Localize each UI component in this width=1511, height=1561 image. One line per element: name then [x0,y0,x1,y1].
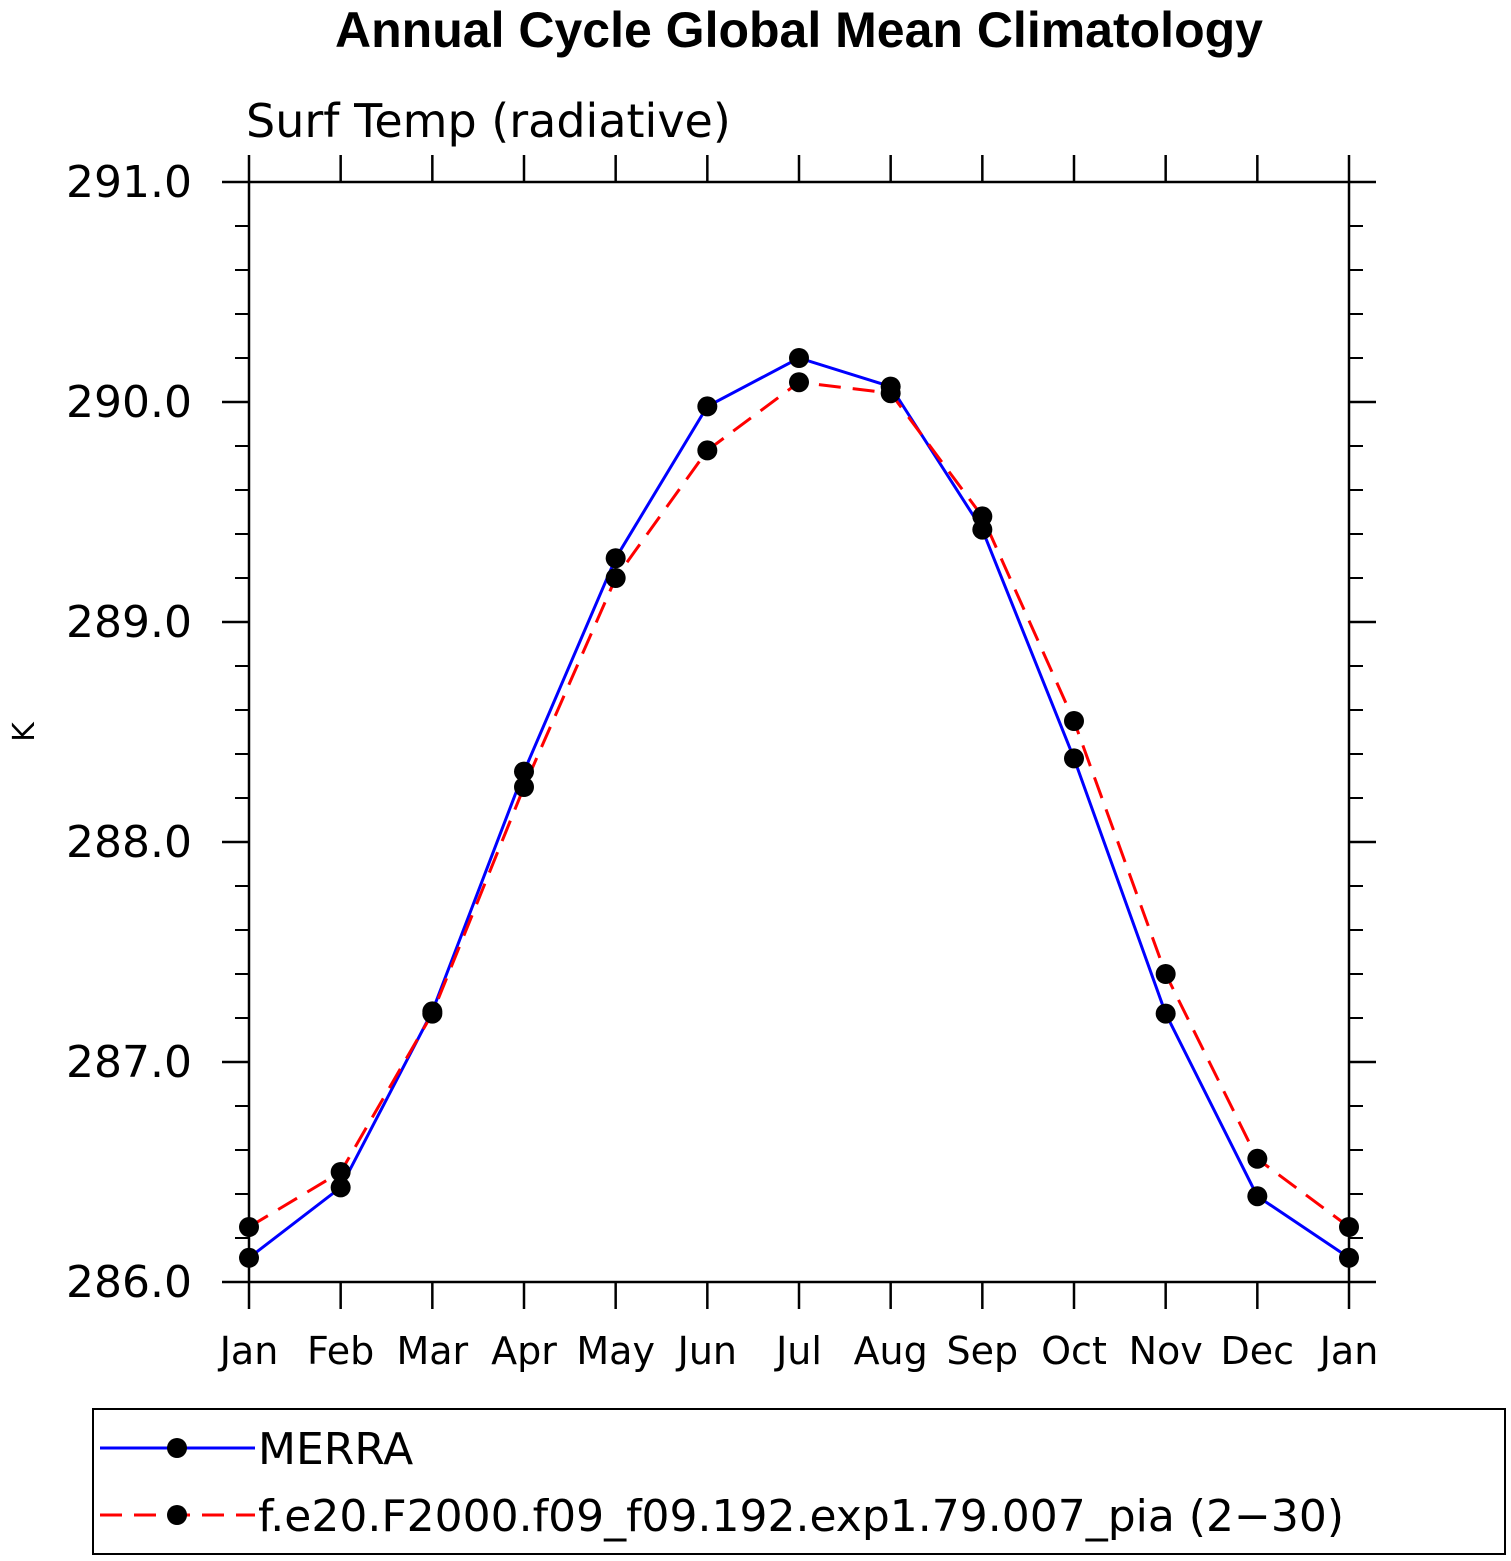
series-line-2 [248,380,1350,1229]
x-tick-labels: Jan Feb Mar Apr May Jun Jul Aug Sep Oct Nov Dec Jan [218,1329,1379,1373]
data-point-series-1 [1339,1247,1359,1268]
data-point-series-1 [605,548,626,569]
data-point-series-2 [422,1003,443,1024]
axis-ticks [222,155,1376,1309]
chart-subtitle: Surf Temp (radiative) [246,94,731,148]
data-point-series-2 [1339,1217,1359,1237]
y-tick-label: 291.0 [66,157,192,208]
data-point-series-2 [1155,964,1176,984]
y-tick-label: 288.0 [66,817,192,868]
x-tick-label: Mar [396,1329,468,1373]
y-tick-labels: 291.0 290.0 289.0 288.0 287.0 286.0 [66,157,192,1308]
data-point-series-1 [697,396,718,417]
data-point-series-1 [1155,1003,1176,1024]
data-point-series-2 [880,383,901,404]
x-tick-label: Apr [491,1329,557,1373]
legend-label-1: MERRA [258,1424,413,1475]
data-point-series-1 [239,1247,259,1268]
x-tick-label: Dec [1221,1329,1295,1373]
data-point-series-2 [605,568,626,588]
legend: MERRA f.e20.F2000.f09_f09.192.exp1.79.007… [92,1408,1506,1555]
data-point-series-1 [789,348,809,368]
x-tick-label: Sep [947,1329,1019,1373]
data-point-series-2 [789,372,809,393]
y-tick-label: 290.0 [66,377,192,428]
series-lines [248,356,1350,1260]
data-point-series-2 [972,506,993,527]
data-point-series-1 [1064,748,1084,769]
data-point-series-2 [697,440,718,461]
data-point-series-1 [514,761,534,782]
x-tick-label: May [576,1329,655,1373]
legend-box [92,1408,1506,1555]
y-tick-label: 289.0 [66,597,192,648]
y-tick-label: 287.0 [66,1037,192,1088]
x-tick-label: Jun [676,1329,737,1373]
x-tick-label: Feb [307,1329,374,1373]
data-point-series-2 [514,777,534,797]
legend-marker-1 [167,1438,187,1458]
data-point-series-2 [239,1217,259,1237]
data-point-series-2 [1064,711,1084,731]
legend-marker-2 [167,1505,187,1525]
data-point-series-1 [1247,1186,1268,1207]
y-axis-label: K [7,721,42,742]
plot-frame [247,180,1351,1284]
plot-area [247,180,1351,1284]
x-tick-label: Jan [218,1329,279,1373]
data-point-series-1 [330,1177,351,1198]
x-tick-label: Jan [1318,1329,1379,1373]
chart-title: Annual Cycle Global Mean Climatology [335,2,1263,58]
x-tick-label: Aug [854,1329,928,1373]
x-tick-label: Nov [1129,1329,1203,1373]
x-tick-label: Oct [1041,1329,1107,1373]
data-point-series-2 [330,1162,351,1182]
y-tick-label: 286.0 [66,1257,192,1308]
data-point-series-2 [1247,1148,1268,1169]
legend-label-2: f.e20.F2000.f09_f09.192.exp1.79.007_pia … [258,1491,1344,1542]
series-points [239,348,1359,1268]
x-tick-label: Jul [774,1329,822,1373]
series-line-1 [248,356,1350,1260]
